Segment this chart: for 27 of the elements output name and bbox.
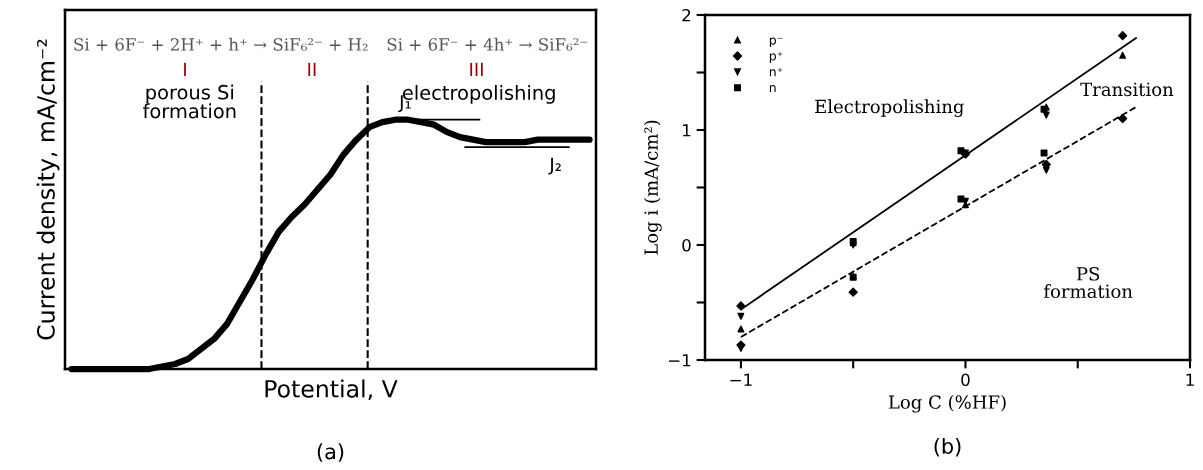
annotation: Electropolishing bbox=[815, 99, 964, 118]
y-tick-label: −1 bbox=[669, 354, 691, 367]
text: (a) bbox=[317, 443, 344, 462]
x-tick-label: 0 bbox=[961, 373, 970, 387]
y-tick-label: 1 bbox=[683, 124, 691, 137]
y-axis-title: Log i (mA/cm²) bbox=[643, 120, 662, 255]
legend-label: n bbox=[769, 85, 776, 93]
annotation: Transition bbox=[1080, 82, 1174, 97]
x-tick-label: 1 bbox=[1186, 373, 1194, 386]
legend-label: p⁺ bbox=[769, 51, 783, 63]
text: I bbox=[184, 62, 186, 77]
x-axis-title: Potential, V bbox=[265, 379, 398, 401]
text: III bbox=[470, 62, 483, 77]
annotation: PS formation bbox=[1044, 266, 1133, 299]
y-axis-title: Current density, mA/cm⁻² bbox=[36, 39, 60, 340]
legend-label: n⁺ bbox=[769, 67, 783, 77]
annotation: J₂ bbox=[548, 157, 561, 175]
text: Si + 6F⁻ + 4h⁺ → SiF₆²⁻ bbox=[387, 37, 588, 51]
text: Si + 6F⁻ + 2H⁺ + h⁺ → SiF₆²⁻ + H₂ bbox=[74, 37, 368, 51]
y-tick-label: 0 bbox=[682, 238, 691, 252]
y-tick-label: 2 bbox=[682, 8, 691, 22]
x-axis-title: Log C (%HF) bbox=[888, 394, 1006, 413]
legend-label: p⁻ bbox=[769, 37, 783, 48]
x-tick-label: −1 bbox=[730, 373, 752, 386]
text: porous Si formation bbox=[142, 84, 236, 119]
text: (b) bbox=[934, 437, 961, 457]
text: II bbox=[308, 62, 316, 77]
